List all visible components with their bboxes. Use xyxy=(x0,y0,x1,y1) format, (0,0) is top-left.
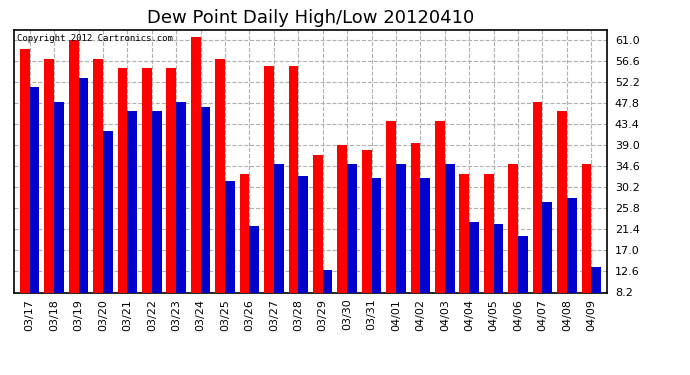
Bar xyxy=(542,202,552,292)
Bar xyxy=(264,66,274,292)
Bar xyxy=(371,178,382,292)
Bar xyxy=(69,40,79,292)
Bar xyxy=(201,106,210,292)
Bar xyxy=(484,174,493,292)
Bar xyxy=(313,154,323,292)
Bar xyxy=(509,164,518,292)
Bar xyxy=(79,78,88,292)
Bar xyxy=(386,121,396,292)
Bar xyxy=(274,164,284,292)
Bar xyxy=(93,59,103,292)
Bar xyxy=(591,267,601,292)
Bar xyxy=(166,68,176,292)
Bar xyxy=(239,174,250,292)
Bar xyxy=(582,164,591,292)
Bar xyxy=(411,142,420,292)
Bar xyxy=(30,87,39,292)
Bar xyxy=(362,150,371,292)
Text: Copyright 2012 Cartronics.com: Copyright 2012 Cartronics.com xyxy=(17,34,172,43)
Title: Dew Point Daily High/Low 20120410: Dew Point Daily High/Low 20120410 xyxy=(147,9,474,27)
Bar xyxy=(445,164,455,292)
Bar xyxy=(493,224,504,292)
Bar xyxy=(557,111,567,292)
Bar xyxy=(176,102,186,292)
Bar xyxy=(533,102,542,292)
Bar xyxy=(347,164,357,292)
Bar xyxy=(103,130,112,292)
Bar xyxy=(323,270,333,292)
Bar xyxy=(435,121,445,292)
Bar xyxy=(460,174,469,292)
Bar xyxy=(117,68,128,292)
Bar xyxy=(250,226,259,292)
Bar xyxy=(44,59,54,292)
Bar xyxy=(152,111,161,292)
Bar xyxy=(142,68,152,292)
Bar xyxy=(215,59,225,292)
Bar xyxy=(225,181,235,292)
Bar xyxy=(518,236,528,292)
Bar xyxy=(337,145,347,292)
Bar xyxy=(396,164,406,292)
Bar xyxy=(20,49,30,292)
Bar xyxy=(288,66,298,292)
Bar xyxy=(420,178,430,292)
Bar xyxy=(469,222,479,292)
Bar xyxy=(128,111,137,292)
Bar xyxy=(567,198,577,292)
Bar xyxy=(191,37,201,292)
Bar xyxy=(298,176,308,292)
Bar xyxy=(54,102,64,292)
